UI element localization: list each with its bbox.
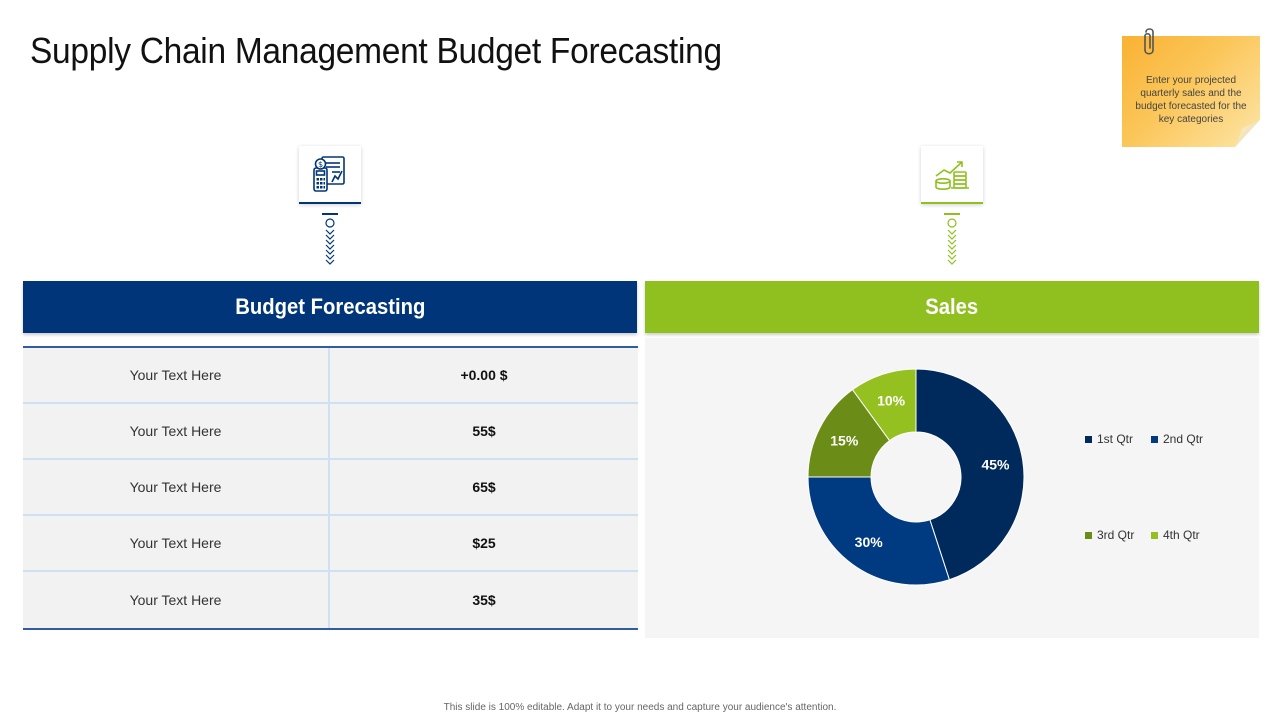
row-label: Your Text Here bbox=[23, 572, 330, 628]
row-value: 35$ bbox=[472, 592, 496, 608]
legend-label: 3rd Qtr bbox=[1097, 528, 1135, 542]
sales-growth-icon bbox=[935, 161, 969, 190]
table-row: Your Text Here 55$ bbox=[23, 404, 638, 460]
sales-connector bbox=[944, 213, 960, 265]
legend-swatch bbox=[1151, 435, 1158, 443]
budget-connector bbox=[322, 213, 338, 265]
table-row: Your Text Here $25 bbox=[23, 516, 638, 572]
legend-item-4: 4th Qtr bbox=[1151, 528, 1200, 542]
row-value: $25 bbox=[472, 535, 496, 551]
budget-forecasting-header: Budget Forecasting bbox=[23, 281, 637, 333]
page-title: Supply Chain Management Budget Forecasti… bbox=[30, 30, 722, 71]
sales-icon-box bbox=[921, 146, 983, 204]
legend-swatch bbox=[1085, 531, 1092, 539]
donut-slice-4 bbox=[851, 368, 917, 442]
donut-slice-1 bbox=[915, 368, 1025, 581]
legend-label: 2nd Qtr bbox=[1163, 432, 1204, 446]
donut-label-3: 15% bbox=[830, 432, 859, 448]
row-label: Your Text Here bbox=[23, 348, 330, 402]
sales-chart-area: 45% 30% 15% 10% 1st Qtr 2nd Qtr 3rd Qtr 4th Qt… bbox=[645, 338, 1259, 638]
sticky-note bbox=[1122, 36, 1260, 147]
sticky-note-text: Enter your projected quarterly sales and… bbox=[1135, 75, 1247, 125]
donut-label-1: 45% bbox=[981, 456, 1010, 472]
legend-swatch bbox=[1085, 435, 1092, 443]
row-label: Your Text Here bbox=[23, 516, 330, 570]
table-row: Your Text Here 65$ bbox=[23, 460, 638, 516]
svg-text:$: $ bbox=[318, 160, 323, 169]
legend-label: 4th Qtr bbox=[1163, 528, 1200, 542]
donut-slice-2 bbox=[807, 476, 951, 586]
row-label: Your Text Here bbox=[23, 404, 330, 458]
donut-label-2: 30% bbox=[855, 534, 884, 550]
budget-icon-box: $ bbox=[299, 146, 361, 204]
budget-forecasting-title: Budget Forecasting bbox=[234, 294, 426, 319]
table-row: Your Text Here 35$ bbox=[23, 572, 638, 628]
sales-title: Sales bbox=[925, 294, 979, 319]
sales-header: Sales bbox=[645, 281, 1259, 333]
row-label: Your Text Here bbox=[23, 460, 330, 514]
legend-swatch bbox=[1151, 531, 1158, 539]
donut-label-4: 10% bbox=[877, 392, 906, 408]
paperclip-icon bbox=[1144, 28, 1154, 55]
legend-item-3: 3rd Qtr bbox=[1085, 528, 1134, 542]
row-value: 55$ bbox=[472, 423, 496, 439]
row-value: +0.00 $ bbox=[460, 367, 508, 383]
row-value: 65$ bbox=[472, 479, 496, 495]
footer-note: This slide is 100% editable. Adapt it to… bbox=[443, 702, 837, 713]
table-row: Your Text Here +0.00 $ bbox=[23, 348, 638, 404]
budget-table: Your Text Here +0.00 $ Your Text Here 55… bbox=[23, 346, 638, 630]
legend-label: 1st Qtr bbox=[1097, 432, 1134, 446]
sales-donut-chart: 45% 30% 15% 10% bbox=[807, 368, 1025, 586]
legend-item-2: 2nd Qtr bbox=[1151, 432, 1203, 446]
budget-calculator-icon: $ bbox=[313, 156, 345, 192]
legend-item-1: 1st Qtr bbox=[1085, 432, 1133, 446]
